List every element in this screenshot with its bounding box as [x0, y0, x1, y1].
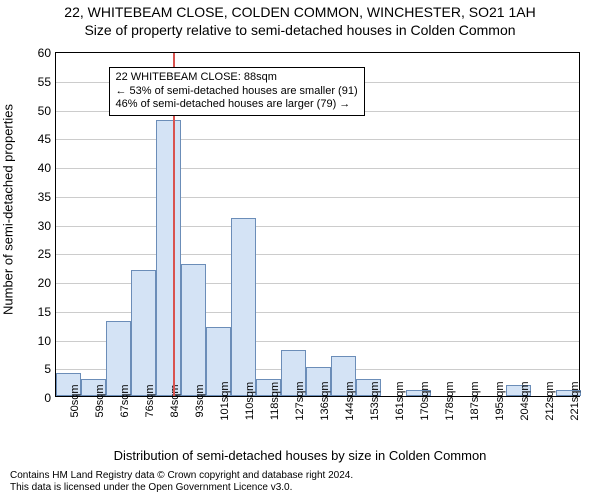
histogram-bar [156, 120, 181, 396]
x-tick-label: 59sqm [94, 384, 106, 417]
x-tick-label: 136sqm [319, 381, 331, 420]
y-tick-label: 35 [38, 190, 51, 204]
grid-line [56, 139, 579, 140]
annotation-line-3: 46% of semi-detached houses are larger (… [116, 98, 358, 112]
y-tick-label: 30 [38, 219, 51, 233]
histogram-bar [131, 270, 156, 397]
x-tick-label: 195sqm [494, 381, 506, 420]
x-tick-label: 204sqm [519, 381, 531, 420]
y-tick-label: 0 [44, 391, 51, 405]
annotation-line-2: ← 53% of semi-detached houses are smalle… [116, 85, 358, 99]
x-tick-label: 67sqm [119, 384, 131, 417]
x-tick-label: 110sqm [244, 382, 256, 420]
grid-line [56, 254, 579, 255]
y-tick-label: 45 [38, 132, 51, 146]
x-tick-label: 144sqm [344, 381, 356, 420]
x-tick-label: 127sqm [294, 381, 306, 420]
x-tick-label: 93sqm [194, 384, 206, 417]
y-tick-label: 50 [38, 104, 51, 118]
y-tick-label: 55 [38, 75, 51, 89]
x-tick-label: 76sqm [144, 384, 156, 417]
x-tick-label: 212sqm [544, 381, 556, 420]
chart-subtitle: Size of property relative to semi-detach… [0, 22, 600, 38]
footer-line-1: Contains HM Land Registry data © Crown c… [10, 470, 353, 482]
footer-line-2: This data is licensed under the Open Gov… [10, 482, 353, 494]
annotation-box: 22 WHITEBEAM CLOSE: 88sqm← 53% of semi-d… [109, 67, 365, 116]
y-tick-label: 25 [38, 247, 51, 261]
x-tick-label: 153sqm [369, 381, 381, 420]
grid-line [56, 197, 579, 198]
y-tick-label: 20 [38, 276, 51, 290]
y-axis-label: Number of semi-detached properties [1, 104, 16, 315]
x-tick-label: 161sqm [394, 381, 406, 420]
y-tick-label: 60 [38, 46, 51, 60]
x-tick-label: 187sqm [469, 381, 481, 420]
grid-line [56, 226, 579, 227]
footer-attribution: Contains HM Land Registry data © Crown c… [10, 470, 353, 494]
y-tick-label: 10 [38, 334, 51, 348]
x-tick-label: 170sqm [419, 381, 431, 420]
plot-area: 05101520253035404550556050sqm59sqm67sqm7… [55, 52, 580, 397]
chart-title: 22, WHITEBEAM CLOSE, COLDEN COMMON, WINC… [0, 4, 600, 20]
grid-line [56, 168, 579, 169]
histogram-bar [181, 264, 206, 396]
y-tick-label: 15 [38, 305, 51, 319]
x-tick-label: 50sqm [69, 384, 81, 417]
x-axis-label: Distribution of semi-detached houses by … [0, 448, 600, 463]
histogram-bar [231, 218, 256, 396]
x-tick-label: 101sqm [219, 381, 231, 420]
x-tick-label: 221sqm [569, 381, 581, 420]
x-tick-label: 118sqm [269, 382, 281, 420]
y-tick-label: 40 [38, 161, 51, 175]
annotation-line-1: 22 WHITEBEAM CLOSE: 88sqm [116, 71, 358, 85]
x-tick-label: 178sqm [444, 381, 456, 420]
y-tick-label: 5 [44, 362, 51, 376]
